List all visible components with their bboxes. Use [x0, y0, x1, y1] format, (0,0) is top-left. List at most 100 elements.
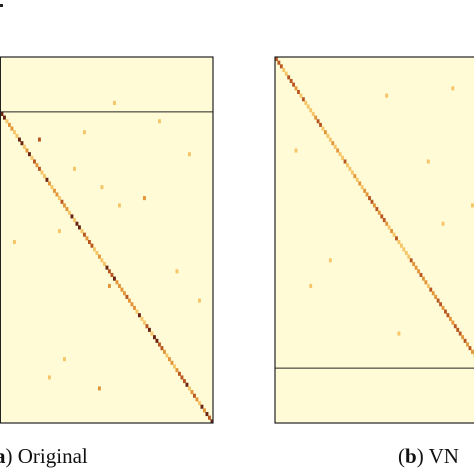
- panel-b-cell: [324, 130, 327, 135]
- panel-b-cell: [284, 71, 288, 76]
- panel-a-cell: [65, 207, 69, 212]
- panel-b-cell: [377, 210, 381, 215]
- panel-b-cell: [328, 258, 332, 263]
- panel-a-cell: [190, 390, 194, 395]
- panel-b-cell: [392, 232, 396, 237]
- panel-a-cell: [170, 360, 174, 365]
- panel-b-cell: [363, 188, 367, 193]
- panel-b-cell: [431, 291, 435, 296]
- panel-a-cell: [143, 196, 146, 201]
- panel-a-cell: [158, 342, 161, 347]
- panel-b-cell: [292, 82, 295, 87]
- panel-a-cell: [38, 166, 41, 171]
- panel-b-cell: [417, 269, 420, 274]
- panel-a-cell: [75, 221, 79, 226]
- panel-a-cell: [100, 258, 104, 263]
- panel-b-cell: [439, 302, 442, 307]
- panel-b-cell: [426, 159, 430, 164]
- panel-b-cell: [294, 148, 298, 153]
- panel-a-cell: [40, 170, 44, 175]
- panel-a-cell: [175, 368, 179, 373]
- panel-b-cell: [385, 93, 389, 98]
- panel-b-cell: [311, 111, 315, 116]
- panel-a-cell: [203, 408, 206, 413]
- panel-b-cell: [368, 196, 371, 201]
- panel-b-cell: [326, 133, 330, 138]
- panel-a-cell: [83, 232, 86, 237]
- panel-b-cell: [395, 236, 398, 241]
- panel-a-cell: [125, 294, 129, 299]
- panel-b-cell: [426, 283, 430, 288]
- panel-a-cell: [128, 298, 131, 303]
- panel-a-cell: [195, 397, 199, 402]
- panel-b-cell: [390, 229, 393, 234]
- panel-a-cell: [88, 240, 91, 245]
- panel-b-cell: [328, 137, 332, 142]
- panel-b-cell: [387, 225, 391, 230]
- panel-b-cell: [429, 287, 433, 292]
- panel-a-cell: [10, 126, 14, 131]
- panel-a-background: [0, 57, 213, 423]
- panel-a-cell: [208, 415, 211, 420]
- panel-a-cell: [130, 302, 134, 307]
- panel-b-cell: [353, 174, 357, 179]
- panel-a-cell: [145, 324, 149, 329]
- panel-b-cell: [444, 309, 447, 314]
- panel-a-cell: [143, 320, 146, 325]
- panel-a-cell: [115, 280, 119, 285]
- panel-a-cell: [0, 111, 4, 116]
- panel-b-cell: [287, 75, 291, 80]
- caption-a-letter: a: [0, 444, 6, 468]
- panel-a-cell: [110, 272, 114, 277]
- panel-a-cell: [13, 240, 16, 245]
- panel-b-cell: [419, 272, 423, 277]
- panel-a-cell: [108, 283, 111, 288]
- panel-b-cell: [319, 122, 322, 127]
- caption-a-text: Original: [17, 444, 88, 468]
- panel-a-cell: [185, 382, 189, 387]
- panel-b-cell: [385, 221, 389, 226]
- panel-b-cell: [338, 152, 342, 157]
- panel-a-cell: [35, 163, 39, 168]
- panel-a-cell: [5, 119, 9, 124]
- panel-b-cell: [471, 349, 474, 354]
- panel-b-cell: [299, 93, 303, 98]
- panel-a-cell: [38, 137, 41, 142]
- panel-b-cell: [453, 324, 457, 329]
- panel-a-cell: [53, 188, 56, 193]
- panel-a-frame: [0, 56, 214, 424]
- panel-a-cell: [163, 349, 166, 354]
- panel-a-cell: [188, 152, 191, 157]
- panel-a-cell: [173, 364, 176, 369]
- panel-a-cell: [175, 269, 179, 274]
- panel-b-cell: [304, 100, 308, 105]
- panel-b-cell: [461, 335, 465, 340]
- panel-a-cell: [58, 229, 61, 234]
- panel-b-cell: [409, 258, 413, 263]
- panel-b-cell: [441, 221, 445, 226]
- panel-b-cell: [289, 78, 293, 84]
- panel-a-cell: [158, 119, 161, 124]
- panel-b-cell: [365, 192, 369, 197]
- panel-b-cell: [294, 86, 298, 91]
- panel-b-cell: [279, 64, 283, 69]
- panel-a-cell: [63, 357, 66, 362]
- panel-b-cell: [375, 207, 379, 212]
- panel-a-cell: [13, 130, 16, 135]
- panel-b-cell: [414, 265, 418, 270]
- panel-a-cell: [73, 166, 76, 171]
- panel-a-cell: [58, 196, 61, 201]
- panel-b-cell: [468, 346, 472, 351]
- panel-b-cell: [346, 163, 349, 168]
- panel-b-cell: [451, 320, 455, 325]
- panel-b-cell: [382, 218, 386, 223]
- panel-a-cell: [48, 375, 51, 380]
- panel-b-cell: [380, 214, 384, 219]
- panel-b-cell: [355, 177, 359, 182]
- stray-mark: [0, 4, 3, 7]
- panel-a-cell: [23, 144, 26, 149]
- panel-a-cell: [15, 133, 19, 138]
- panel-a-cell: [198, 401, 201, 406]
- panel-b-cell: [422, 276, 425, 281]
